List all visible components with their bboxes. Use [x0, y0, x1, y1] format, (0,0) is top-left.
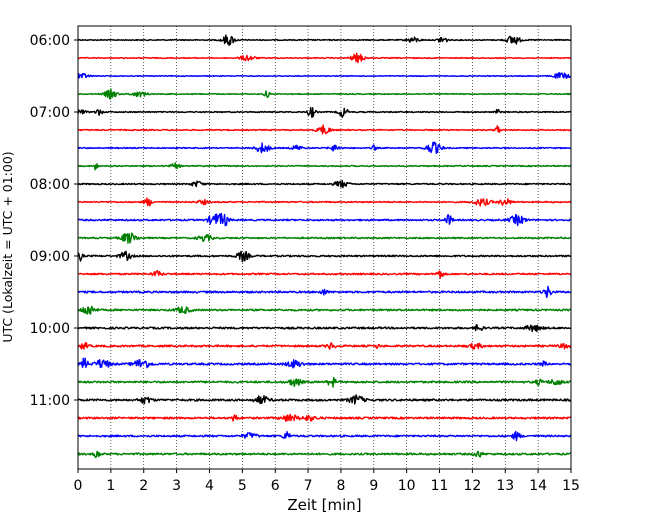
y-axis-label: UTC (Lokalzeit = UTC + 01:00) [0, 151, 15, 342]
trace-1145 [77, 450, 572, 459]
x-tick-label: 14 [529, 478, 547, 494]
trace-0800 [77, 179, 572, 189]
x-tick-label: 6 [271, 478, 280, 494]
y-tick-label: 07:00 [30, 105, 70, 121]
trace-1000 [77, 324, 572, 333]
seismic-traces [77, 34, 572, 459]
trace-0700 [77, 106, 572, 119]
x-tick-label: 4 [205, 478, 214, 494]
x-tick-label: 13 [496, 478, 514, 494]
x-tick-label: 1 [106, 478, 115, 494]
trace-1115 [77, 413, 572, 422]
plot-frame [77, 25, 572, 470]
x-tick-label: 2 [139, 478, 148, 494]
grid-lines [110, 26, 539, 469]
trace-0845 [77, 232, 572, 244]
trace-0830 [77, 212, 572, 227]
trace-0815 [77, 197, 572, 207]
trace-0715 [77, 124, 572, 135]
trace-0600 [77, 34, 572, 47]
trace-0945 [77, 305, 572, 315]
x-tick-label: 8 [336, 478, 345, 494]
trace-0900 [77, 250, 572, 263]
y-axis-ticks: 06:00 07:00 08:00 09:00 10:00 11:00 [30, 33, 78, 409]
x-tick-label: 15 [562, 478, 580, 494]
trace-0745 [77, 162, 572, 171]
y-tick-label: 09:00 [30, 249, 70, 265]
trace-1045 [77, 376, 572, 388]
x-tick-label: 5 [238, 478, 247, 494]
trace-1100 [77, 394, 572, 405]
trace-0645 [77, 88, 572, 100]
trace-0930 [77, 285, 572, 299]
x-axis-ticks: 0 1 2 3 4 5 6 7 8 9 10 11 12 13 14 15 [74, 469, 580, 494]
x-tick-label: 11 [431, 478, 449, 494]
x-tick-label: 7 [304, 478, 313, 494]
x-axis-label: Zeit [min] [287, 496, 361, 514]
x-tick-label: 9 [369, 478, 378, 494]
trace-0915 [77, 270, 572, 280]
y-tick-label: 10:00 [30, 321, 70, 337]
trace-1130 [77, 430, 572, 442]
trace-0615 [77, 52, 572, 64]
x-tick-label: 3 [172, 478, 181, 494]
y-tick-label: 06:00 [30, 33, 70, 49]
trace-0730 [77, 141, 572, 154]
trace-1015 [77, 342, 572, 350]
x-tick-label: 10 [398, 478, 416, 494]
x-tick-label: 0 [74, 478, 83, 494]
y-tick-label: 08:00 [30, 177, 70, 193]
trace-0630 [77, 72, 572, 79]
trace-1030 [77, 357, 572, 369]
x-tick-label: 12 [463, 478, 481, 494]
y-tick-label: 11:00 [30, 393, 70, 409]
